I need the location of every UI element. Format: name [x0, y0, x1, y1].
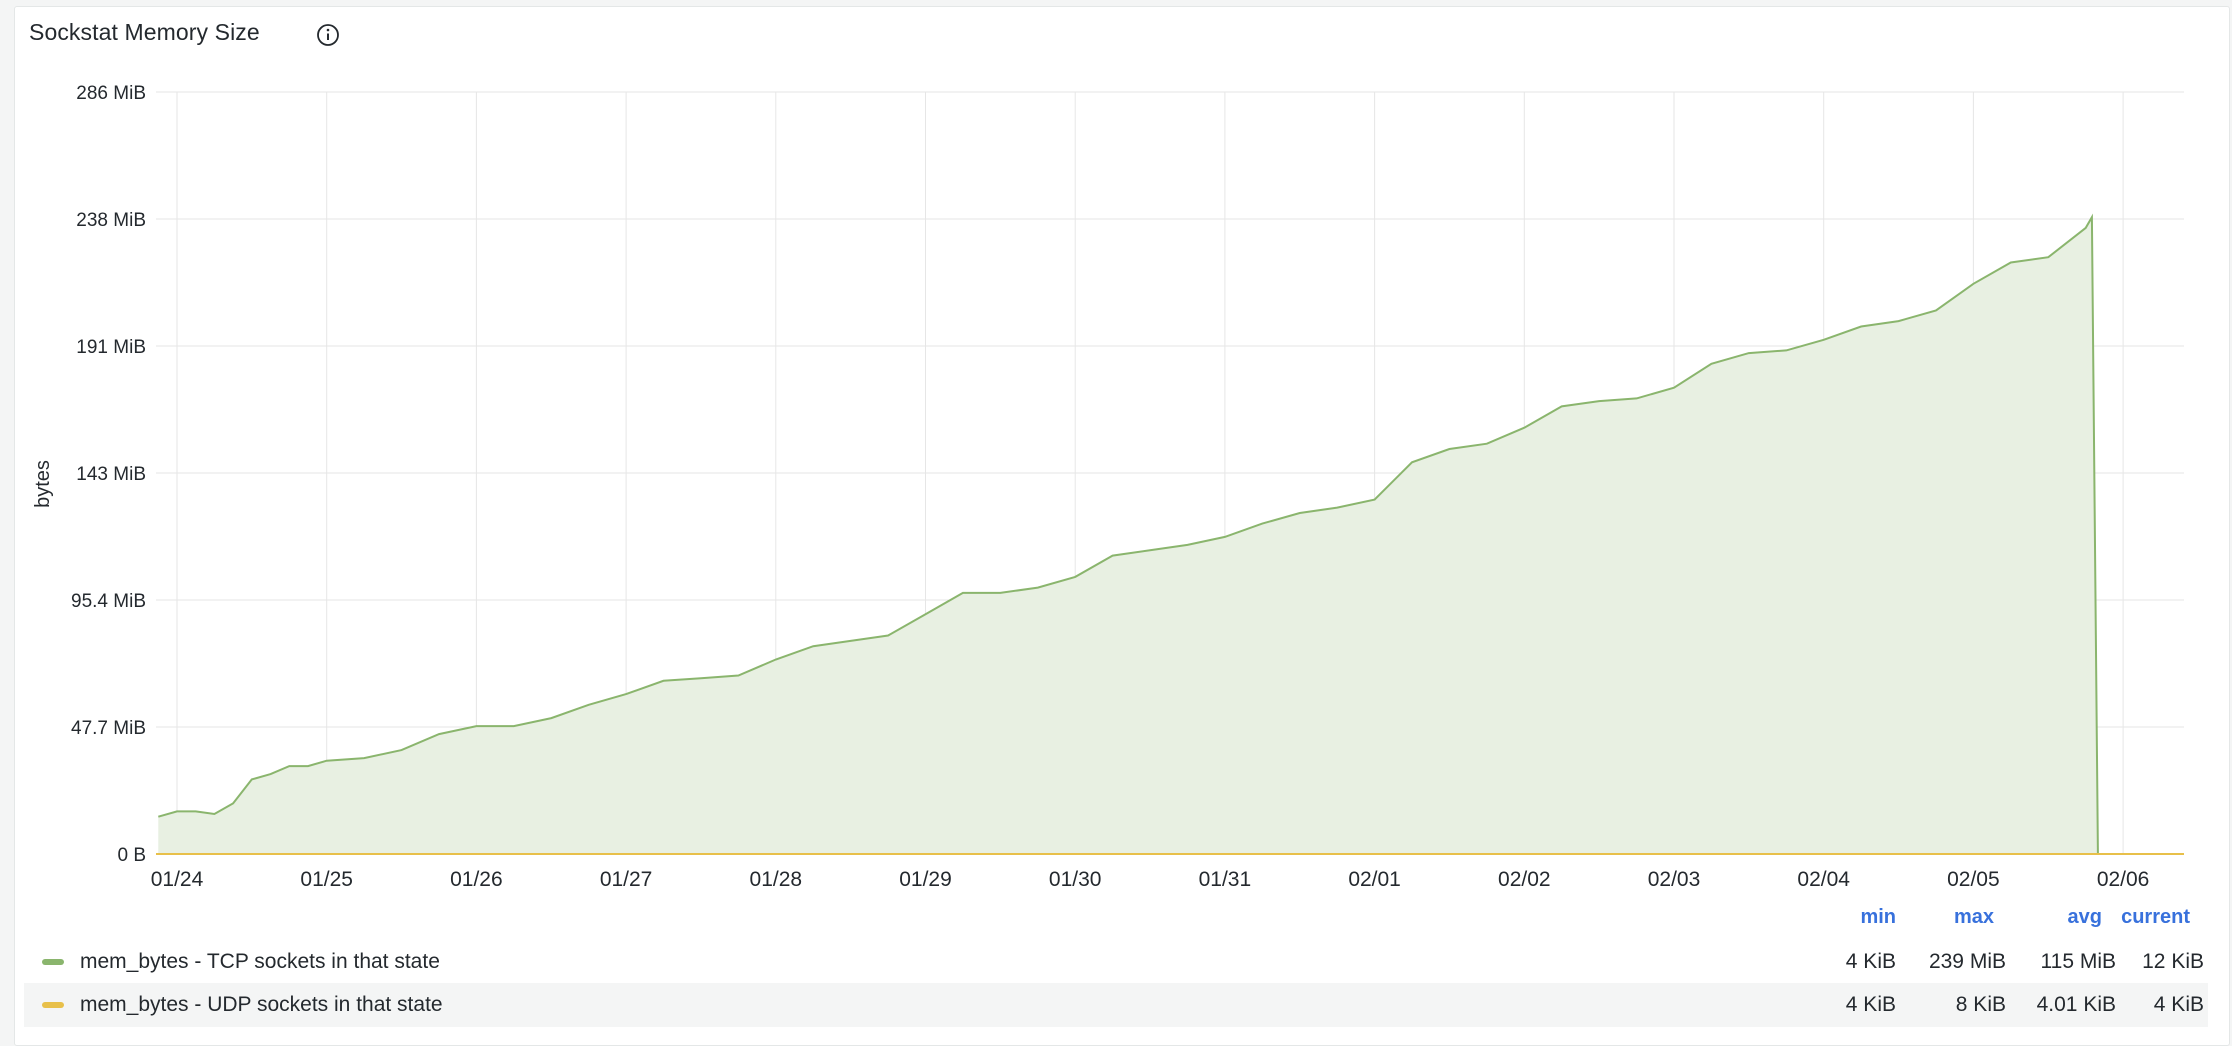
legend-avg: 115 MiB	[2040, 950, 2116, 973]
x-tick-label: 01/25	[300, 868, 353, 891]
legend-max: 239 MiB	[1928, 950, 2006, 973]
x-tick-label: 02/06	[2097, 868, 2150, 891]
x-axis: 01/24 01/25 01/26 01/27 01/28 01/29 01/30 01/31…	[151, 868, 2150, 891]
legend-min: 4 KiB	[1845, 993, 1896, 1016]
y-tick-label: 238 MiB	[76, 210, 146, 231]
y-tick-label: 286 MiB	[76, 83, 146, 104]
x-tick-label: 01/30	[1049, 868, 1102, 891]
y-axis: 0 B 47.7 MiB 95.4 MiB 143 MiB 191 MiB 238 MiB…	[71, 83, 146, 866]
y-tick-label: 47.7 MiB	[71, 718, 146, 739]
x-tick-label: 01/26	[450, 868, 503, 891]
x-tick-label: 02/03	[1648, 868, 1701, 891]
x-tick-label: 02/01	[1348, 868, 1401, 891]
legend-avg: 4.01 KiB	[2036, 993, 2116, 1016]
info-circle-icon[interactable]	[315, 22, 341, 48]
x-tick-label: 01/31	[1199, 868, 1252, 891]
legend-header-current[interactable]: current	[2121, 906, 2190, 928]
y-tick-label: 0 B	[117, 845, 146, 866]
x-tick-label: 01/29	[899, 868, 952, 891]
tcp-series-area	[158, 217, 2098, 854]
legend-current: 4 KiB	[2153, 993, 2204, 1016]
tcp-swatch	[42, 959, 64, 965]
legend-row-tcp[interactable]: mem_bytes - TCP sockets in that state 4 …	[24, 940, 2208, 984]
y-tick-label: 95.4 MiB	[71, 591, 146, 612]
legend-series-name[interactable]: mem_bytes - TCP sockets in that state	[80, 950, 440, 973]
x-tick-label: 01/28	[750, 868, 803, 891]
x-tick-label: 01/24	[151, 868, 204, 891]
x-tick-label: 02/04	[1797, 868, 1850, 891]
x-tick-label: 01/27	[600, 868, 653, 891]
y-tick-label: 191 MiB	[76, 337, 146, 358]
panel-title: Sockstat Memory Size	[29, 19, 260, 45]
y-axis-label: bytes	[32, 460, 54, 508]
udp-swatch	[42, 1002, 64, 1008]
legend-current: 12 KiB	[2142, 950, 2204, 973]
legend-header-min[interactable]: min	[1860, 906, 1896, 928]
chart-area[interactable]: 0 B 47.7 MiB 95.4 MiB 143 MiB 191 MiB 238 MiB…	[0, 0, 2232, 900]
y-tick-label: 143 MiB	[76, 464, 146, 485]
tcp-series-line	[158, 213, 2184, 855]
series-layer	[156, 213, 2184, 855]
legend-header-avg[interactable]: avg	[2067, 906, 2102, 928]
legend-header-max[interactable]: max	[1953, 906, 1994, 928]
legend-min: 4 KiB	[1845, 950, 1896, 973]
legend-row-udp[interactable]: mem_bytes - UDP sockets in that state 4 …	[24, 983, 2208, 1027]
legend-max: 8 KiB	[1955, 993, 2006, 1016]
legend-series-name[interactable]: mem_bytes - UDP sockets in that state	[80, 993, 443, 1016]
x-tick-label: 02/02	[1498, 868, 1551, 891]
x-tick-label: 02/05	[1947, 868, 2000, 891]
